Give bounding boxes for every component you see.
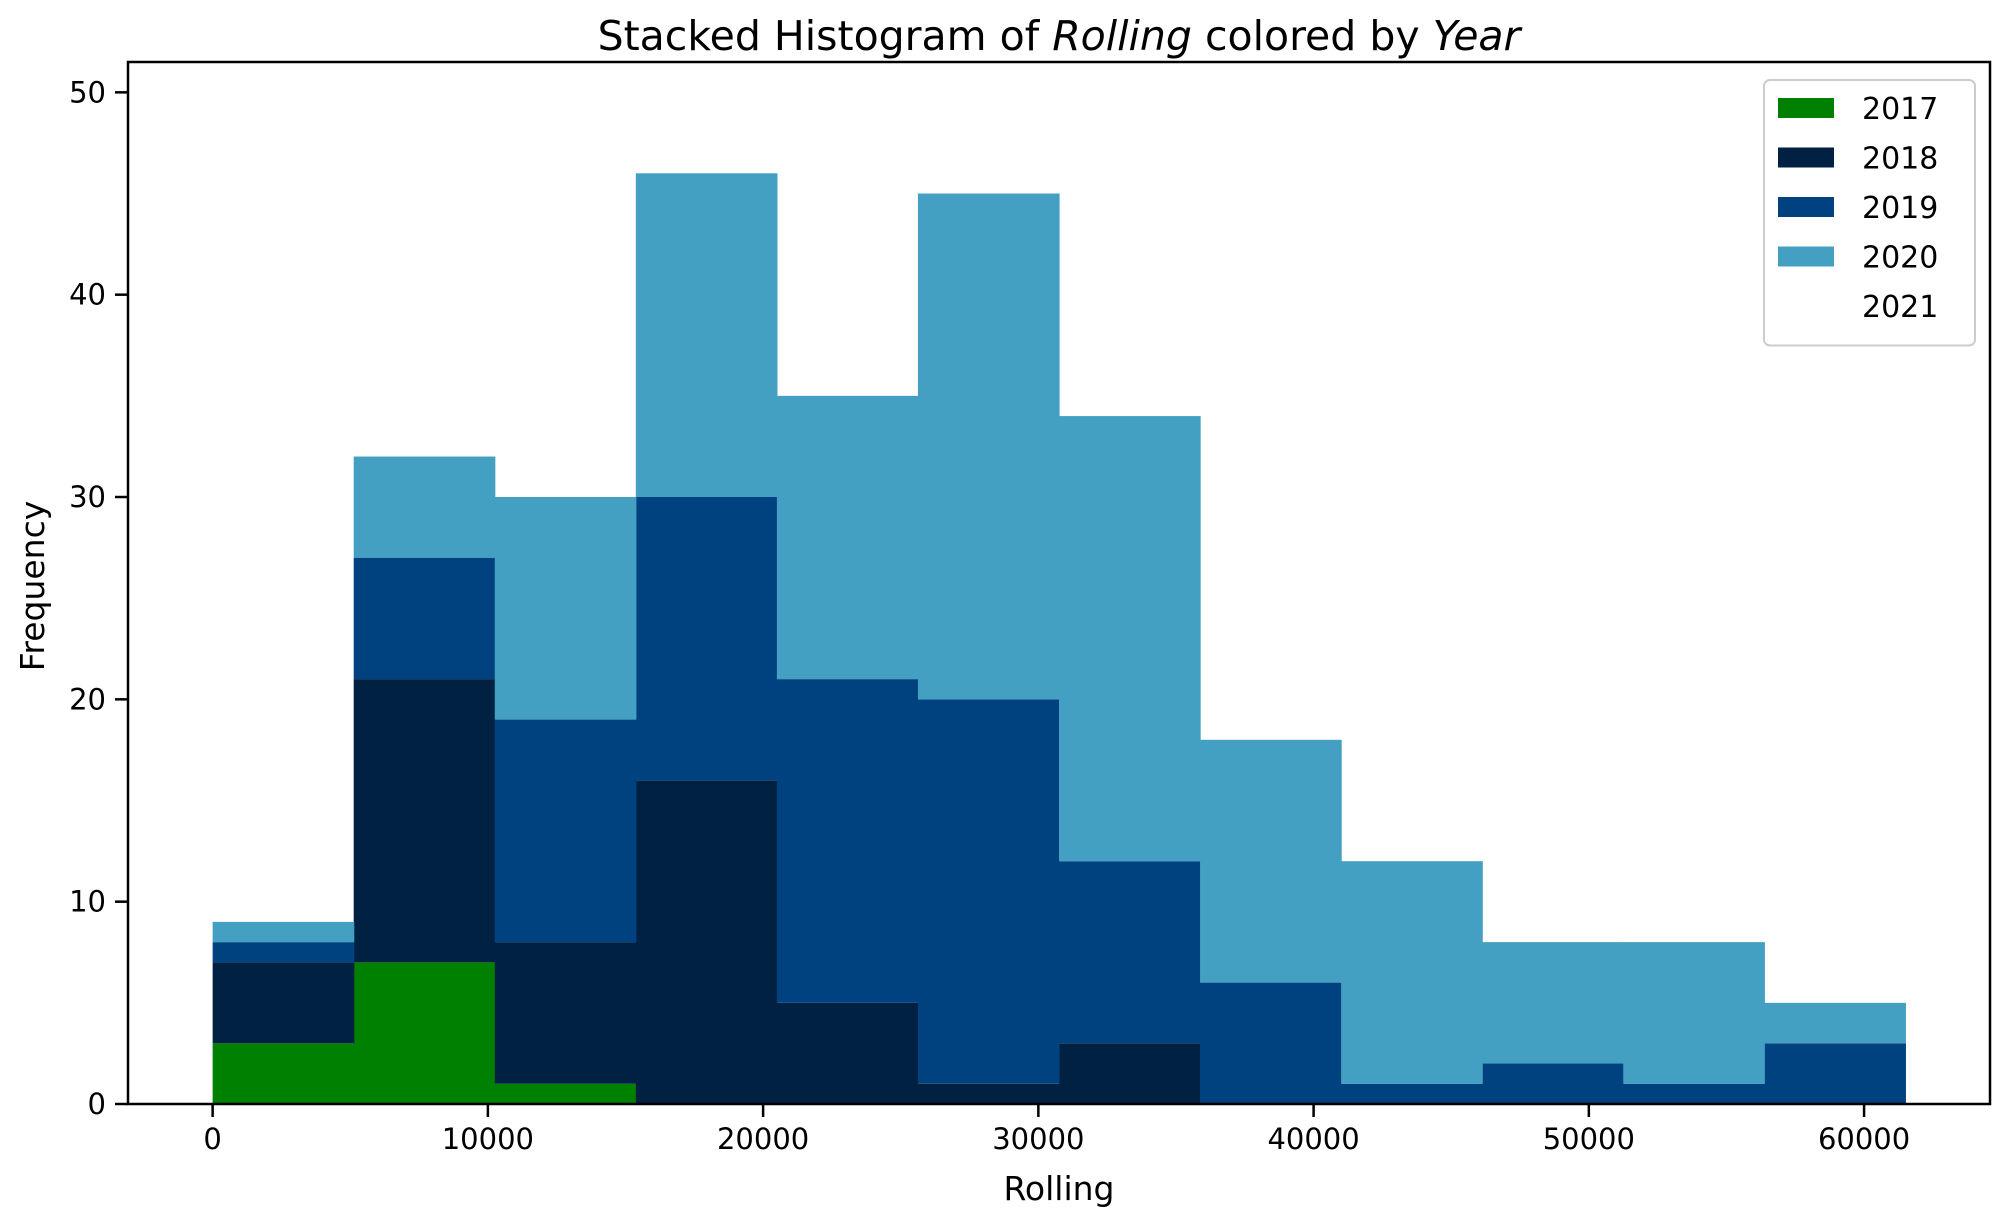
ticks-layer: 0 10000 20000 30000 40000 50000 60000 0 10 20 30 40… — [69, 75, 1910, 1156]
legend-swatch-2020 — [1778, 246, 1834, 267]
bar-2018-bin-3 — [635, 780, 778, 1104]
bar-2019-bin-11 — [1764, 1043, 1906, 1104]
legend-swatch-2017 — [1778, 98, 1834, 118]
bar-2019-bin-1 — [353, 557, 496, 680]
y-tick-label: 30 — [69, 480, 106, 514]
bar-2020-bin-6 — [1059, 416, 1201, 862]
bar-2019-bin-9 — [1482, 1063, 1624, 1104]
legend-label-2020: 2020 — [1862, 241, 1938, 276]
bar-2020-bin-1 — [353, 456, 496, 558]
bar-2018-bin-2 — [494, 942, 637, 1084]
plot-frame — [126, 60, 1992, 1106]
chart-title-part: Year — [1433, 12, 1523, 60]
legend: 2017 2018 2019 2020 2021 — [1763, 79, 1976, 347]
bar-2018-bin-1 — [353, 679, 496, 963]
y-tick-label: 0 — [88, 1087, 106, 1121]
chart-title: Stacked Histogram of Rolling colored by … — [598, 12, 1523, 60]
bar-2019-bin-2 — [494, 719, 637, 943]
x-tick-label: 30000 — [992, 1122, 1084, 1156]
y-tick-label: 10 — [69, 885, 106, 919]
bar-2018-bin-5 — [917, 1083, 1060, 1104]
bar-2020-bin-11 — [1764, 1002, 1906, 1044]
x-tick-label: 50000 — [1543, 1122, 1635, 1156]
y-tick-label: 50 — [69, 75, 106, 109]
x-axis-label: Rolling — [1003, 1169, 1114, 1208]
bar-2020-bin-8 — [1341, 861, 1483, 1084]
y-tick-label: 40 — [69, 278, 106, 312]
bar-2019-bin-3 — [635, 497, 778, 781]
legend-label-2017: 2017 — [1862, 92, 1938, 127]
chart-title-part: colored by — [1192, 12, 1433, 60]
bar-2019-bin-5 — [917, 699, 1060, 1084]
axes-layer — [126, 60, 1992, 1106]
bar-2019-bin-4 — [776, 679, 919, 1003]
y-axis-label: Frequency — [13, 501, 52, 671]
x-tick-label: 40000 — [1267, 1122, 1359, 1156]
bar-2020-bin-2 — [494, 497, 637, 720]
bar-2017-bin-2 — [494, 1083, 637, 1104]
bar-2019-bin-6 — [1059, 861, 1201, 1044]
bar-2018-bin-0 — [212, 962, 355, 1044]
legend-swatch-2019 — [1778, 197, 1834, 217]
legend-swatch-2021 — [1778, 296, 1834, 316]
bar-2020-bin-0 — [212, 921, 355, 943]
bar-2020-bin-10 — [1623, 942, 1765, 1084]
bar-2017-bin-0 — [212, 1043, 355, 1104]
chart-title-part: Stacked Histogram of — [598, 12, 1053, 60]
y-tick-label: 20 — [69, 682, 106, 716]
bar-2018-bin-6 — [1059, 1043, 1201, 1104]
bar-2020-bin-5 — [917, 193, 1060, 700]
x-tick-label: 0 — [203, 1122, 221, 1156]
bar-2020-bin-7 — [1200, 739, 1342, 983]
legend-label-2019: 2019 — [1862, 191, 1938, 226]
bar-2019-bin-7 — [1200, 982, 1342, 1104]
bar-2019-bin-0 — [212, 942, 355, 963]
legend-swatch-2018 — [1778, 147, 1834, 168]
bar-2017-bin-1 — [353, 962, 496, 1104]
x-tick-label: 10000 — [442, 1122, 534, 1156]
legend-label-2021: 2021 — [1862, 290, 1938, 325]
chart-title-part: Rolling — [1052, 12, 1192, 60]
bar-2018-bin-4 — [776, 1002, 919, 1104]
x-tick-label: 60000 — [1818, 1122, 1910, 1156]
bars-layer — [212, 173, 1906, 1104]
bar-2020-bin-9 — [1482, 942, 1624, 1064]
bar-2019-bin-10 — [1623, 1083, 1765, 1104]
bar-2020-bin-3 — [635, 173, 778, 498]
legend-frame — [1763, 79, 1976, 347]
x-tick-label: 20000 — [717, 1122, 809, 1156]
legend-label-2018: 2018 — [1862, 142, 1938, 177]
bar-2019-bin-8 — [1341, 1083, 1483, 1104]
bar-2020-bin-4 — [776, 395, 919, 680]
